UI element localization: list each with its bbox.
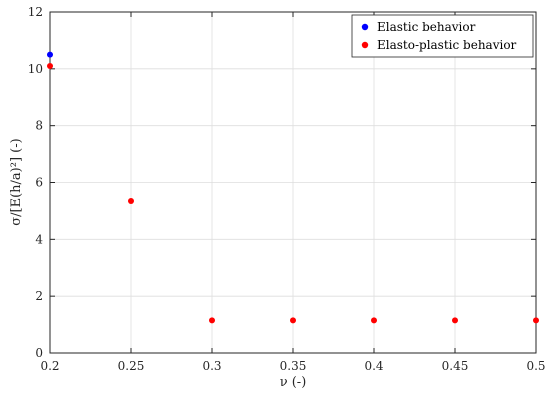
data-point-elasto-plastic [533,317,539,324]
grid-lines [49,11,537,354]
data-point-elasto-plastic [371,317,377,324]
legend: Elastic behavior Elasto-plastic behavior [351,14,534,58]
legend-box [351,14,534,58]
data-points [47,51,539,324]
data-point-elasto-plastic [128,197,134,204]
legend-label-elastic: Elastic behavior [377,20,476,34]
y-tick-label: 6 [35,176,43,190]
y-tick-label: 4 [35,232,43,246]
y-tick-label: 10 [28,62,43,76]
data-point-elasto-plastic [209,317,215,324]
y-axis-label: σ/[E(h/a)²] (-) [9,138,24,225]
legend-label-elasto-plastic: Elasto-plastic behavior [377,38,517,52]
axis-ticks: 0.2 0.25 0.3 0.35 0.4 0.45 0.5 0 2 4 6 8 10 12 [28,5,546,373]
x-tick-label: 0.45 [442,359,469,373]
y-tick-label: 12 [28,5,43,19]
data-point-elastic [47,51,53,58]
data-point-elasto-plastic [452,317,458,324]
legend-marker-elasto-plastic [361,41,369,49]
x-tick-label: 0.3 [202,359,221,373]
data-point-elasto-plastic [290,317,296,324]
x-tick-label: 0.2 [40,359,59,373]
data-point-elasto-plastic [47,62,53,69]
x-tick-label: 0.25 [118,359,145,373]
x-axis-label: ν (-) [280,375,307,390]
x-tick-label: 0.4 [364,359,383,373]
x-tick-label: 0.35 [280,359,307,373]
y-tick-label: 8 [35,119,43,133]
y-tick-label: 0 [35,346,43,360]
legend-marker-elastic [361,23,369,31]
x-tick-label: 0.5 [526,359,545,373]
y-tick-label: 2 [35,289,43,303]
